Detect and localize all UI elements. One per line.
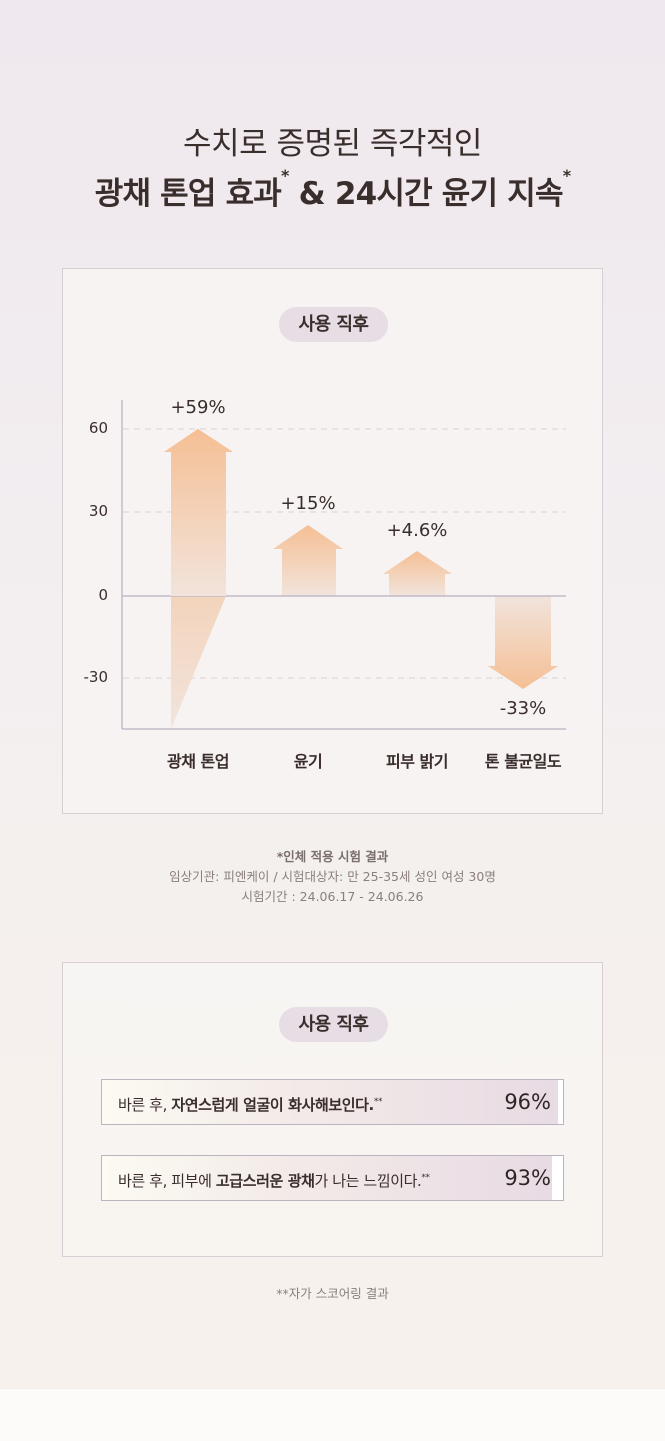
value-label: +15% xyxy=(280,493,336,514)
headline-duration: & 24시간 윤기 지속 xyxy=(288,176,564,212)
survey-percent: 96% xyxy=(504,1090,551,1114)
arrow-up-icon xyxy=(383,551,452,596)
arrow-up-icon xyxy=(273,525,343,596)
timing-badge: 사용 직후 xyxy=(279,1007,388,1042)
asterisk: * xyxy=(281,166,289,185)
asterisk: * xyxy=(562,166,571,185)
survey-bar-fill xyxy=(102,1156,552,1200)
category-label: 피부 밝기 xyxy=(386,752,448,771)
footnote-self-scoring: **자가 스코어링 결과 xyxy=(276,1286,389,1301)
category-label: 광채 톤업 xyxy=(167,752,229,771)
survey-bar: 바른 후, 피부에 고급스러운 광채가 나는 느낌이다.** 93% xyxy=(101,1155,564,1201)
y-tick: 0 xyxy=(98,586,108,604)
survey-bar-fill xyxy=(102,1080,558,1124)
category-label: 윤기 xyxy=(293,752,323,771)
headline-line2: 광채 톤업 효과* & 24시간 윤기 지속* xyxy=(0,166,665,213)
bottom-divider xyxy=(0,1388,665,1441)
footnote-period: 시험기간 : 24.06.17 - 24.06.26 xyxy=(241,889,424,904)
headline-effect: 광채 톤업 효과 xyxy=(94,176,282,212)
value-label: +4.6% xyxy=(386,520,448,541)
footnote-test-type: *인체 적용 시험 결과 xyxy=(276,849,389,864)
y-tick: 30 xyxy=(88,502,108,520)
y-tick: -30 xyxy=(83,668,109,686)
survey-panel: 사용 직후 바른 후, 자연스럽게 얼굴이 화사해보인다.** 96% 바른 후… xyxy=(62,962,603,1257)
category-label: 톤 불균일도 xyxy=(484,752,562,771)
headline-line1: 수치로 증명된 즉각적인 xyxy=(183,126,482,162)
y-tick: 60 xyxy=(88,419,108,437)
arrow-down-icon xyxy=(488,596,558,689)
arrow-overlay xyxy=(164,429,233,596)
footnote-institution: 임상기관: 피엔케이 / 시험대상자: 만 25-35세 성인 여성 30명 xyxy=(169,869,496,884)
chart-panel: 사용 직후 60 30 0 -30 +59% +15 xyxy=(62,268,603,814)
survey-bar: 바른 후, 자연스럽게 얼굴이 화사해보인다.** 96% xyxy=(101,1079,564,1125)
timing-badge: 사용 직후 xyxy=(279,307,388,342)
survey-statement: 바른 후, 피부에 고급스러운 광채가 나는 느낌이다.** xyxy=(118,1172,430,1190)
survey-percent: 93% xyxy=(504,1166,551,1190)
survey-statement: 바른 후, 자연스럽게 얼굴이 화사해보인다.** xyxy=(118,1096,383,1114)
value-label: -33% xyxy=(499,698,547,719)
value-label: +59% xyxy=(170,397,226,418)
